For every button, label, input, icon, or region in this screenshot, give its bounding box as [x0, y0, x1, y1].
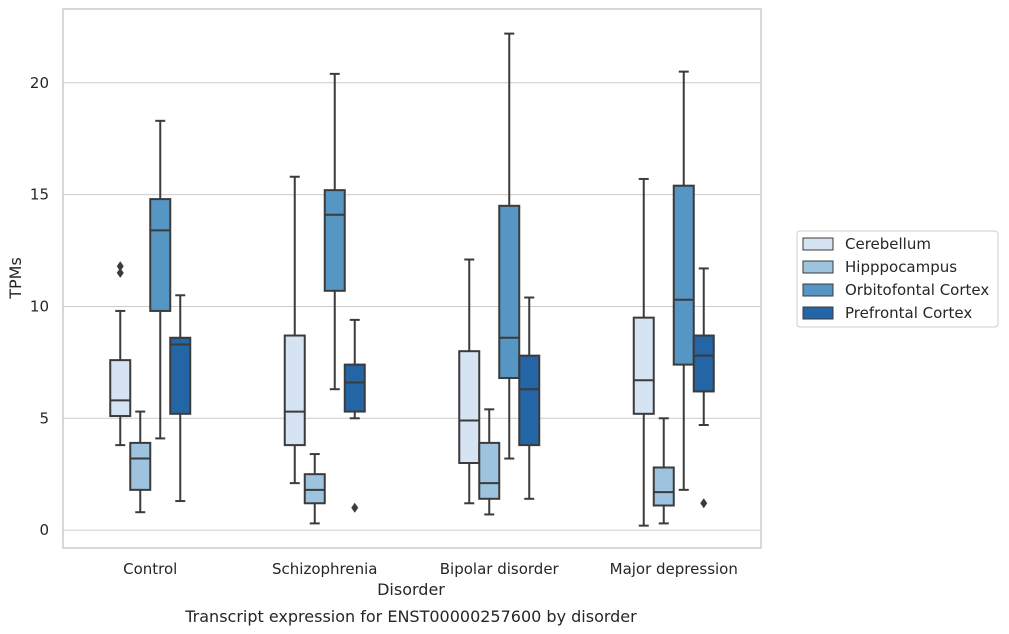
box-iqr: [518, 354, 541, 447]
box-hipppocampus: [652, 417, 675, 525]
box-prefrontal-cortex: [169, 294, 192, 503]
legend-label: Hipppocampus: [845, 258, 957, 276]
y-tick-label: 15: [30, 186, 49, 204]
outlier-point: [700, 498, 708, 509]
legend: Cerebellum Hipppocampus Orbitofontal Corte…: [796, 230, 999, 328]
box-iqr: [692, 334, 715, 393]
box-prefrontal-cortex: [518, 296, 541, 500]
outlier-point: [351, 502, 359, 513]
box-hipppocampus: [129, 410, 152, 514]
box-cerebellum: [458, 258, 481, 505]
legend-label: Prefrontal Cortex: [845, 304, 972, 322]
box-prefrontal-cortex: [343, 318, 366, 513]
box-cerebellum: [632, 177, 655, 527]
x-tick-label: Schizophrenia: [272, 560, 377, 578]
legend-label: Orbitofontal Cortex: [845, 281, 989, 299]
box-hipppocampus: [303, 453, 326, 525]
box-iqr: [303, 473, 326, 505]
box-orbitofontal-cortex: [149, 119, 172, 440]
chart-caption: Transcript expression for ENST0000025760…: [184, 607, 637, 626]
box-iqr: [478, 441, 501, 500]
box-iqr: [109, 359, 132, 418]
y-axis-title: TPMs: [6, 257, 25, 300]
box-iqr: [283, 334, 306, 447]
legend-label: Cerebellum: [845, 235, 931, 253]
y-tick-label: 10: [30, 297, 49, 315]
box-iqr: [458, 350, 481, 465]
box-hipppocampus: [478, 408, 501, 516]
legend-frame: [796, 230, 999, 328]
legend-swatch: [802, 306, 834, 320]
legend-swatch: [802, 283, 834, 297]
box-iqr: [672, 184, 695, 366]
box-iqr: [149, 198, 172, 312]
box-iqr: [343, 363, 366, 413]
x-tick-label: Major depression: [610, 560, 738, 578]
legend-swatch: [802, 237, 834, 251]
box-iqr: [129, 441, 152, 491]
box-iqr: [323, 189, 346, 292]
outlier-point: [116, 267, 124, 278]
outlier-point: [116, 261, 124, 272]
legend-swatch: [802, 260, 834, 274]
y-tick-label: 0: [39, 521, 49, 539]
x-tick-label: Bipolar disorder: [440, 560, 560, 578]
x-axis-title: Disorder: [377, 580, 445, 599]
box-prefrontal-cortex: [692, 267, 715, 509]
box-cerebellum: [283, 175, 306, 485]
x-axis-ticks: Control Schizophrenia Bipolar disorder Majo…: [123, 560, 738, 578]
box-iqr: [498, 204, 521, 380]
y-tick-label: 5: [39, 409, 49, 427]
box-plots: [109, 32, 715, 527]
box-orbitofontal-cortex: [672, 70, 695, 491]
box-iqr: [652, 466, 675, 507]
y-tick-label: 20: [30, 74, 49, 92]
box-orbitofontal-cortex: [323, 72, 346, 391]
box-iqr: [632, 316, 655, 415]
plot-frame: [62, 8, 762, 549]
x-tick-label: Control: [123, 560, 177, 578]
y-axis-ticks: 0 5 10 15 20: [30, 74, 49, 539]
box-cerebellum: [109, 261, 132, 447]
box-orbitofontal-cortex: [498, 32, 521, 460]
box-iqr: [169, 336, 192, 415]
